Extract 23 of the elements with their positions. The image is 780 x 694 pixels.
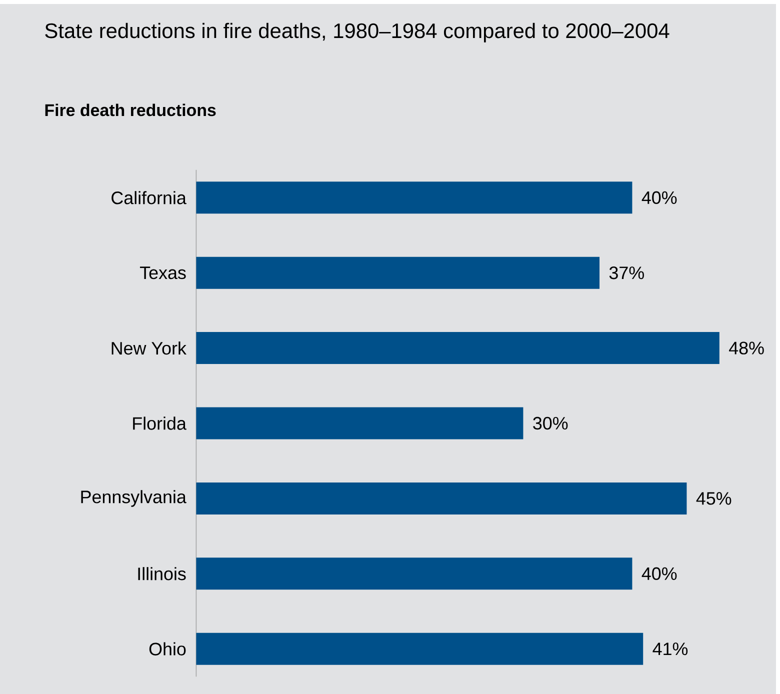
y-tick-label: Ohio xyxy=(149,642,186,656)
chart-subtitle: Fire death reductions xyxy=(45,104,216,116)
y-tick-label: California xyxy=(112,191,186,204)
data-label: 37% xyxy=(609,266,644,280)
data-label: 30% xyxy=(533,416,568,430)
data-label: 45% xyxy=(696,492,732,505)
y-tick-label: New York xyxy=(112,341,186,355)
data-label: 48% xyxy=(729,342,764,354)
bar xyxy=(196,558,632,590)
bar xyxy=(196,332,720,364)
chart-title: State reductions in fire deaths, 1980–1984 compared to 2000–2004 xyxy=(45,22,670,42)
bar xyxy=(196,482,687,514)
y-tick-label: Florida xyxy=(133,416,186,430)
data-label: 40% xyxy=(642,567,677,580)
bar xyxy=(196,632,644,665)
bar xyxy=(196,256,600,289)
data-label: 41% xyxy=(652,642,688,656)
y-tick-label: Texas xyxy=(140,266,186,280)
bar xyxy=(196,407,524,440)
data-label: 40% xyxy=(642,191,677,204)
y-tick-label: Pennsylvania xyxy=(81,490,186,507)
y-tick-label: Illinois xyxy=(138,567,186,580)
bar xyxy=(196,182,632,214)
